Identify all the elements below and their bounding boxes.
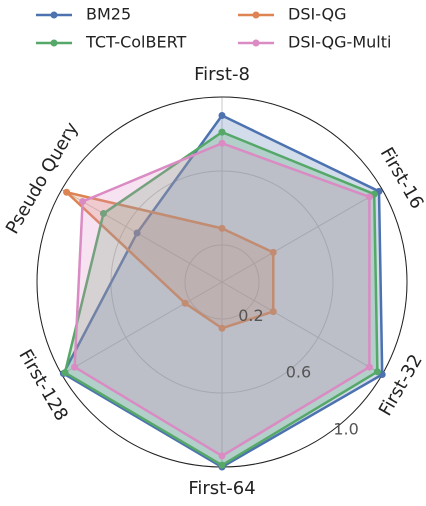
r-tick-label: 0.2 (238, 306, 263, 325)
category-label: Pseudo Query (2, 118, 83, 237)
point (373, 368, 381, 376)
point (218, 112, 226, 119)
point (61, 369, 69, 377)
legend-marker (50, 39, 58, 47)
point (269, 248, 277, 256)
spoke (61, 189, 223, 283)
point (99, 210, 107, 218)
point (181, 299, 189, 307)
spoke (221, 281, 383, 375)
point (218, 461, 226, 469)
spoke (61, 281, 223, 375)
category-label: First-64 (188, 478, 255, 499)
point (218, 128, 226, 136)
point (218, 452, 226, 460)
legend-marker (50, 11, 58, 19)
legend-label: DSI-QG (288, 5, 347, 24)
category-label: First-16 (376, 144, 426, 213)
point (63, 188, 71, 196)
r-tick-label: 1.0 (333, 419, 358, 438)
r-tick-label: 0.6 (286, 363, 311, 382)
category-label: First-8 (194, 64, 250, 85)
legend-label: DSI-QG-Multi (288, 33, 391, 52)
point (71, 363, 79, 371)
point (269, 308, 277, 316)
point (218, 224, 226, 232)
point (365, 363, 373, 371)
series-area (73, 141, 371, 458)
point (218, 324, 226, 332)
point (365, 193, 373, 201)
legend-marker (252, 39, 260, 47)
legend-label: BM25 (86, 5, 131, 24)
point (218, 139, 226, 147)
category-label: First-128 (14, 346, 72, 425)
spoke (221, 189, 383, 283)
point (79, 198, 87, 206)
legend-marker (252, 11, 260, 19)
legend-label: TCT-ColBERT (85, 33, 187, 52)
point (133, 229, 141, 237)
